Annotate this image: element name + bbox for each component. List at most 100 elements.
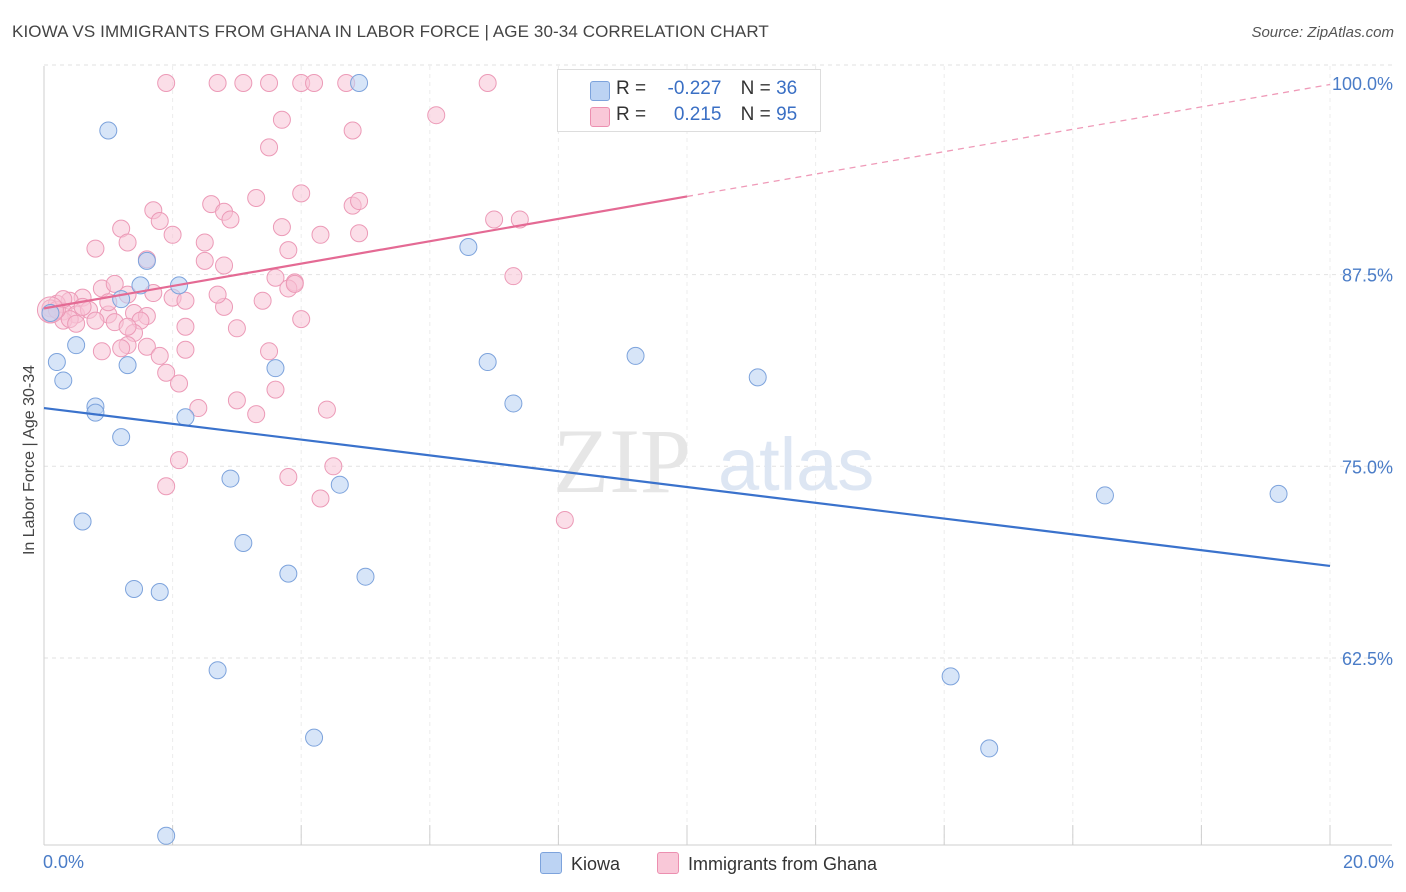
zipatlas-watermark: ZIP atlas: [553, 410, 874, 512]
kiowa-point: [176, 408, 195, 427]
legend-r-value-kiowa: -0.227: [667, 78, 722, 99]
trend-lines: [43, 83, 1331, 568]
kiowa-point: [67, 336, 86, 355]
ghana-point: [195, 233, 214, 252]
ghana-point: [260, 73, 279, 92]
y-tick-label: 75.0%: [1342, 457, 1393, 477]
x-tick-min: 0.0%: [43, 852, 85, 872]
ghana-trend-extension: [686, 83, 1331, 198]
ghana-point: [86, 239, 105, 258]
ghana-point: [292, 310, 311, 329]
ghana-point: [253, 291, 272, 310]
legend-r-label: R =: [616, 104, 647, 125]
ghana-point: [137, 337, 156, 356]
ghana-point: [176, 317, 195, 336]
ghana-point: [105, 274, 124, 293]
legend-row-ghana: R = 0.215 N = 95: [590, 104, 797, 127]
kiowa-point: [118, 356, 137, 375]
kiowa-points: [41, 73, 1288, 845]
kiowa-point: [157, 826, 176, 845]
ghana-point: [118, 233, 137, 252]
ghana-point: [157, 363, 176, 382]
y-axis-label: In Labor Force | Age 30-34: [21, 364, 38, 556]
kiowa-point: [47, 353, 66, 372]
ghana-point: [176, 291, 195, 310]
kiowa-point: [748, 368, 767, 387]
axes: [43, 66, 1392, 846]
kiowa-swatch: [590, 81, 610, 101]
ghana-trend-line: [43, 195, 688, 310]
kiowa-point: [350, 73, 369, 92]
ghana-point: [324, 457, 343, 476]
bottom-legend-ghana: Immigrants from Ghana: [657, 852, 877, 875]
ghana-legend-swatch: [657, 852, 679, 874]
kiowa-point: [131, 276, 150, 295]
kiowa-trend-line: [43, 406, 1331, 568]
kiowa-point: [73, 512, 92, 531]
kiowa-point: [1269, 484, 1288, 503]
ghana-point: [234, 73, 253, 92]
ghana-point: [163, 225, 182, 244]
source-label: Source: ZipAtlas.com: [1251, 24, 1394, 41]
y-tick-label: 100.0%: [1332, 74, 1393, 94]
ghana-point: [157, 477, 176, 496]
kiowa-point: [356, 567, 375, 586]
kiowa-point: [1095, 486, 1114, 505]
ghana-point: [247, 405, 266, 424]
kiowa-point: [980, 739, 999, 758]
ghana-point: [67, 314, 86, 333]
ghana-point: [260, 342, 279, 361]
legend-row-kiowa: R = -0.227 N = 36: [590, 78, 797, 101]
legend-n-label: N =: [740, 104, 771, 125]
kiowa-point: [266, 359, 285, 378]
ghana-legend-label: Immigrants from Ghana: [688, 854, 878, 874]
ghana-point: [118, 317, 137, 336]
bottom-legend-kiowa: Kiowa: [540, 852, 620, 875]
ghana-point: [247, 188, 266, 207]
ghana-point: [317, 400, 336, 419]
ghana-point: [350, 192, 369, 211]
ghana-point: [279, 468, 298, 487]
ghana-point: [157, 73, 176, 92]
ghana-point: [176, 340, 195, 359]
ghana-point: [150, 211, 169, 230]
ghana-point: [305, 73, 324, 92]
y-tick-labels: 100.0% 87.5% 75.0% 62.5%: [1332, 74, 1393, 669]
kiowa-point: [112, 428, 131, 447]
ghana-point: [266, 380, 285, 399]
ghana-point: [86, 311, 105, 330]
chart-title: KIOWA VS IMMIGRANTS FROM GHANA IN LABOR …: [12, 22, 769, 41]
kiowa-point: [330, 475, 349, 494]
ghana-point: [260, 138, 279, 157]
ghana-point: [92, 342, 111, 361]
ghana-point: [350, 224, 369, 243]
ghana-point: [266, 268, 285, 287]
ghana-point: [478, 73, 497, 92]
kiowa-point: [150, 583, 169, 602]
watermark-atlas: atlas: [718, 423, 874, 506]
ghana-point: [208, 73, 227, 92]
kiowa-point: [279, 564, 298, 583]
ghana-point: [311, 489, 330, 508]
ghana-point: [215, 256, 234, 275]
kiowa-point: [125, 579, 144, 598]
ghana-point: [170, 451, 189, 470]
kiowa-point: [234, 533, 253, 552]
kiowa-point: [478, 353, 497, 372]
kiowa-point: [305, 728, 324, 747]
legend-r-value-ghana: 0.215: [673, 104, 722, 125]
kiowa-point: [54, 371, 73, 390]
legend-n-label: N =: [740, 78, 771, 99]
kiowa-point: [504, 394, 523, 413]
y-tick-label: 62.5%: [1342, 649, 1393, 669]
kiowa-point: [941, 667, 960, 686]
ghana-point: [189, 399, 208, 418]
kiowa-point: [626, 346, 645, 365]
kiowa-point: [99, 121, 118, 140]
ghana-point: [343, 121, 362, 140]
ghana-point: [279, 241, 298, 260]
ghana-point: [285, 274, 304, 293]
ghana-point: [112, 339, 131, 358]
kiowa-point: [221, 469, 240, 488]
